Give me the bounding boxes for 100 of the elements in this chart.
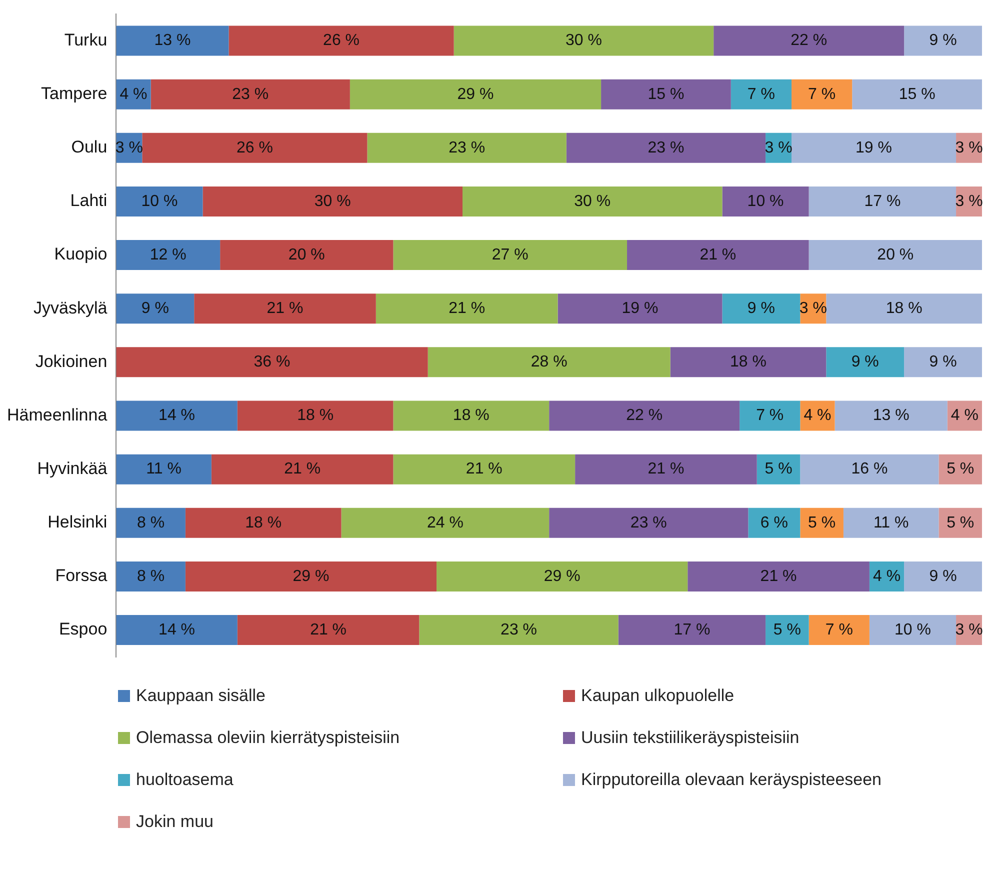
bar xyxy=(808,615,870,646)
data-label: 18 % xyxy=(730,354,766,371)
bar xyxy=(722,186,809,216)
bar xyxy=(740,400,800,431)
bar xyxy=(237,615,420,646)
data-label: 6 % xyxy=(760,514,788,532)
bar xyxy=(601,79,731,110)
data-label: 30 % xyxy=(565,32,602,50)
bar xyxy=(800,454,939,484)
bar xyxy=(116,347,428,378)
bar xyxy=(800,508,844,538)
bar xyxy=(938,454,982,484)
bar xyxy=(376,294,558,324)
data-label: 5 % xyxy=(764,460,792,478)
bar xyxy=(618,615,766,646)
bar xyxy=(220,240,394,270)
data-label: 5 % xyxy=(946,514,974,532)
data-label: 5 % xyxy=(946,460,974,478)
bar xyxy=(185,561,437,592)
data-label: 36 % xyxy=(254,354,290,371)
data-label: 21 % xyxy=(266,300,304,318)
data-label: 21 % xyxy=(760,568,797,585)
data-label: 8 % xyxy=(137,568,165,585)
data-label: 23 % xyxy=(232,86,269,103)
bar xyxy=(688,561,870,592)
bar xyxy=(575,454,757,484)
data-label: 21 % xyxy=(310,621,347,638)
data-label: 9 % xyxy=(141,300,169,318)
data-label: 21 % xyxy=(700,246,736,264)
data-label: 21 % xyxy=(448,300,486,318)
data-label: 20 % xyxy=(877,246,914,264)
data-label: 4 % xyxy=(804,407,832,424)
y-tick-label: Turku xyxy=(64,30,108,50)
data-label: 7 % xyxy=(747,86,776,103)
data-label: 9 % xyxy=(747,300,776,318)
bar xyxy=(904,26,982,56)
data-label: 29 % xyxy=(457,86,494,103)
bar xyxy=(116,294,194,324)
data-label: 19 % xyxy=(622,300,658,318)
data-label: 7 % xyxy=(825,621,853,638)
data-label: 17 % xyxy=(674,621,710,638)
bar xyxy=(419,615,618,646)
data-label: 12 % xyxy=(150,246,186,264)
bar xyxy=(852,79,982,110)
data-label: 3 % xyxy=(955,621,983,638)
bar xyxy=(150,79,350,110)
data-label: 9 % xyxy=(929,568,957,585)
y-tick-label: Forssa xyxy=(55,566,108,586)
bar xyxy=(766,615,809,646)
data-label: 10 % xyxy=(141,192,178,210)
bar xyxy=(211,454,394,484)
bar xyxy=(756,454,800,484)
y-tick-label: Lahti xyxy=(70,191,108,210)
bar xyxy=(627,240,809,270)
data-label: 24 % xyxy=(426,514,464,532)
data-label: 26 % xyxy=(323,32,360,50)
bar xyxy=(116,400,238,431)
data-label: 30 % xyxy=(574,192,611,210)
bar xyxy=(185,508,342,538)
data-label: 21 % xyxy=(466,460,502,478)
bar xyxy=(116,508,186,538)
y-tick-label: Espoo xyxy=(58,620,108,639)
data-label: 22 % xyxy=(626,407,663,424)
y-tick-label: Jokioinen xyxy=(35,352,108,371)
data-label: 23 % xyxy=(648,139,684,156)
bar xyxy=(843,508,939,538)
bar xyxy=(670,347,826,378)
data-label: 23 % xyxy=(500,621,538,638)
bar xyxy=(722,294,800,324)
data-label: 4 % xyxy=(120,86,148,103)
y-tick-label: Tampere xyxy=(41,84,108,104)
bar xyxy=(792,79,852,110)
bar xyxy=(938,508,982,538)
data-label: 30 % xyxy=(314,192,351,210)
data-label: 27 % xyxy=(492,246,528,264)
legend-label: Jokin muu xyxy=(136,812,214,832)
data-label: 9 % xyxy=(929,354,957,371)
bar xyxy=(116,26,229,56)
legend-label: huoltoasema xyxy=(136,770,234,790)
data-label: 5 % xyxy=(808,514,836,532)
data-label: 10 % xyxy=(894,621,931,638)
bar xyxy=(393,240,628,270)
data-label: 23 % xyxy=(448,139,486,156)
bar xyxy=(142,132,368,163)
legend-label: Kaupan ulkopuolelle xyxy=(581,686,734,706)
bar xyxy=(428,347,670,378)
data-label: 15 % xyxy=(898,86,936,103)
data-label: 17 % xyxy=(864,192,901,210)
legend-label: Kirpputoreilla olevaan keräyspisteeseen xyxy=(581,770,882,790)
y-tick-label: Hyvinkää xyxy=(37,459,108,478)
data-label: 15 % xyxy=(648,86,684,103)
bar xyxy=(393,454,576,484)
y-tick-label: Helsinki xyxy=(48,512,108,532)
bar xyxy=(116,186,203,216)
data-label: 26 % xyxy=(236,139,273,156)
data-label: 22 % xyxy=(790,32,828,50)
data-label: 29 % xyxy=(292,568,330,585)
bar xyxy=(826,347,904,378)
data-label: 29 % xyxy=(544,568,580,585)
bar xyxy=(826,294,982,324)
